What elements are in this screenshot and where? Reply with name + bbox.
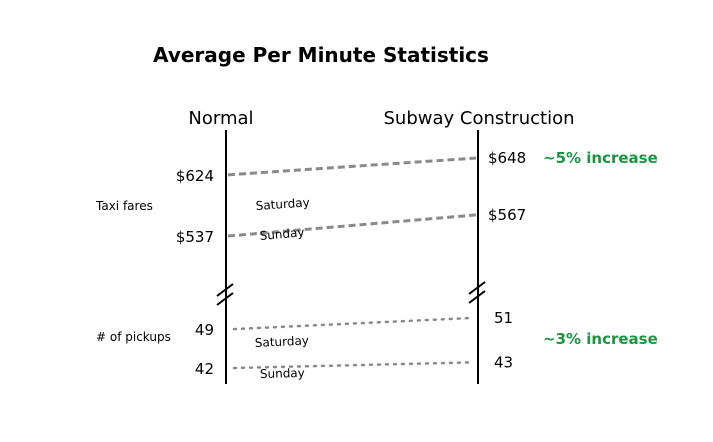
value-label-normal: 49 [195, 321, 214, 339]
series-label: Saturday [254, 333, 309, 350]
increase-annotation: ~3% increase [543, 330, 658, 348]
column-header-subway: Subway Construction [384, 108, 575, 129]
increase-annotation: ~5% increase [543, 149, 658, 167]
axes-group [216, 130, 486, 384]
value-label-normal: 42 [195, 360, 214, 378]
series-label: Sunday [260, 366, 305, 381]
series-label: Sunday [259, 225, 305, 243]
row-label: # of pickups [96, 330, 171, 344]
value-label-subway: 51 [494, 309, 513, 327]
series-label: Saturday [255, 195, 310, 213]
value-label-subway: 43 [494, 353, 513, 371]
slope-line [227, 213, 477, 238]
column-header-normal: Normal [188, 108, 253, 129]
axis-break-mark [468, 281, 486, 295]
axis-break-mark [216, 292, 234, 306]
value-label-normal: $537 [176, 228, 214, 246]
axis-break-mark [468, 290, 486, 304]
slope-line [232, 316, 472, 331]
value-label-subway: $567 [488, 206, 526, 224]
value-label-subway: $648 [488, 149, 526, 167]
value-label-normal: $624 [176, 167, 214, 185]
slope-line [232, 361, 472, 370]
axis-break-mark [216, 283, 234, 297]
marks-group: Taxi fares ~5% increase $624 $648 Saturday $5… [95, 149, 658, 381]
row-label: Taxi fares [95, 199, 153, 213]
slope-line [227, 156, 477, 177]
chart-title: Average Per Minute Statistics [153, 43, 489, 67]
